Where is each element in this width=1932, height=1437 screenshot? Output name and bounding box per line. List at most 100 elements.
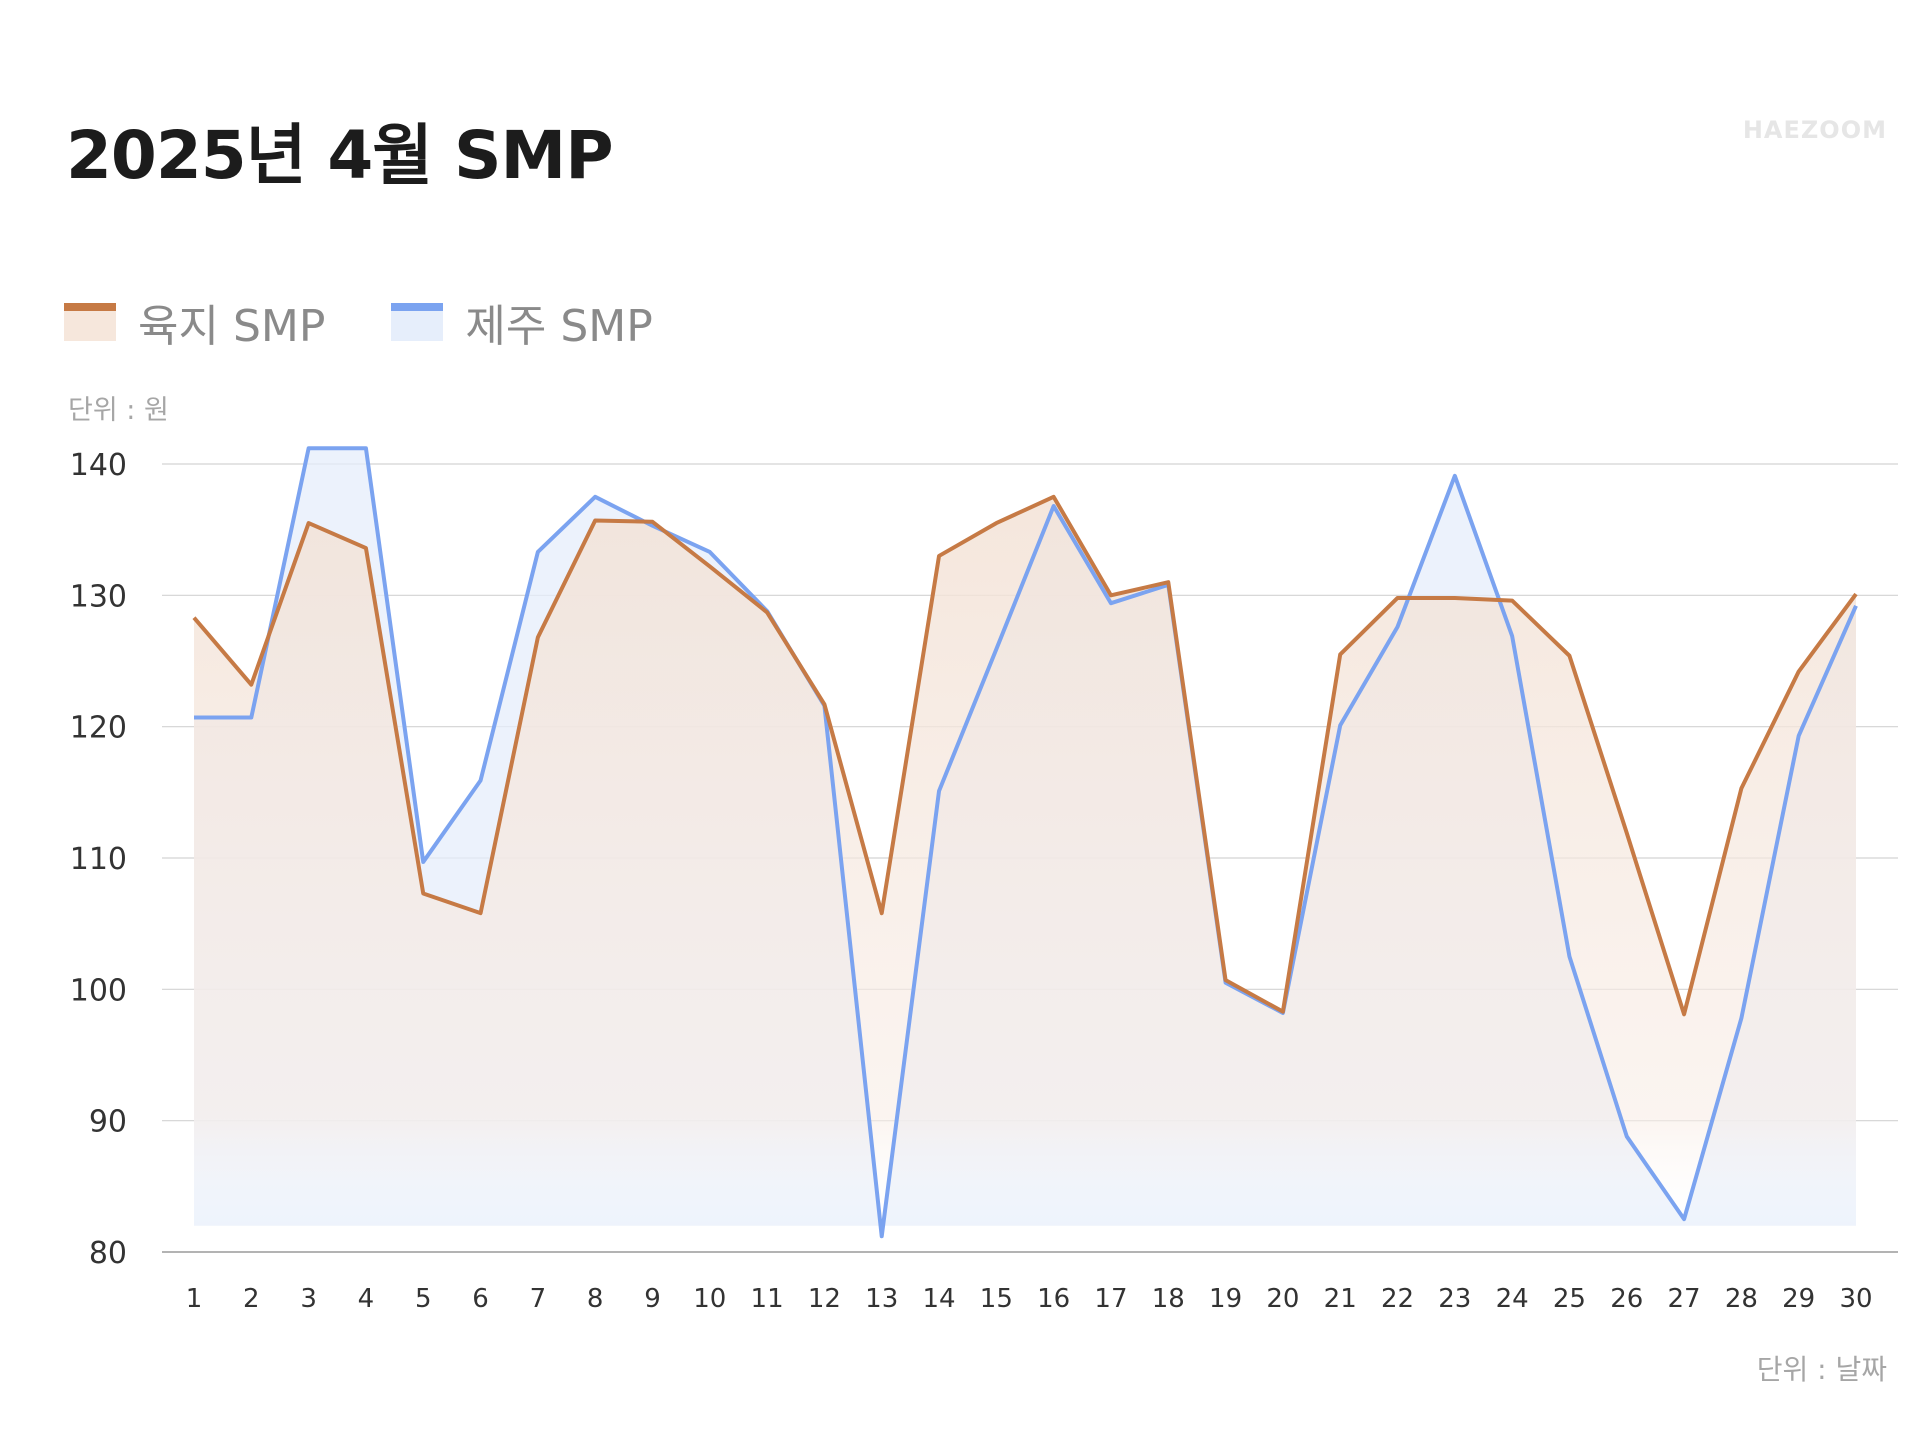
data-point-mainland[interactable]: [1793, 666, 1805, 678]
data-point-mainland[interactable]: [532, 631, 544, 643]
data-point-mainland[interactable]: [933, 550, 945, 562]
data-point-jeju[interactable]: [1735, 1012, 1747, 1024]
x-tick-label: 23: [1438, 1284, 1471, 1314]
x-tick-label: 3: [300, 1284, 317, 1314]
x-tick-label: 29: [1782, 1284, 1815, 1314]
data-point-mainland[interactable]: [1334, 648, 1346, 660]
x-tick-label: 1: [186, 1284, 203, 1314]
y-tick-label: 100: [70, 973, 127, 1008]
data-point-jeju[interactable]: [475, 775, 487, 787]
legend-item-jeju[interactable]: 제주 SMP: [391, 290, 653, 354]
x-tick-label: 15: [980, 1284, 1013, 1314]
data-point-jeju[interactable]: [818, 700, 830, 712]
data-point-mainland[interactable]: [188, 612, 200, 624]
data-point-mainland[interactable]: [475, 907, 487, 919]
data-point-jeju[interactable]: [1105, 597, 1117, 609]
y-tick-label: 80: [89, 1236, 127, 1271]
data-point-jeju[interactable]: [704, 546, 716, 558]
data-point-jeju[interactable]: [1506, 630, 1518, 642]
data-point-jeju[interactable]: [1392, 621, 1404, 633]
data-point-jeju[interactable]: [417, 856, 429, 868]
data-point-jeju[interactable]: [532, 546, 544, 558]
y-tick-label: 90: [89, 1105, 127, 1140]
legend-label-mainland: 육지 SMP: [138, 301, 326, 352]
legend-label-jeju: 제주 SMP: [465, 301, 653, 352]
data-point-jeju[interactable]: [1678, 1213, 1690, 1225]
x-axis-ticks: 1 2 3 4 5 6 7 8 9 10 11 12 13 14 15 16 17 18 19 20 21 22 23 24 2…: [186, 1284, 1873, 1314]
x-tick-label: 16: [1037, 1284, 1070, 1314]
data-point-mainland[interactable]: [1735, 782, 1747, 794]
x-tick-label: 12: [808, 1284, 841, 1314]
y-axis-unit-label: 단위 : 원: [68, 395, 169, 426]
data-point-mainland[interactable]: [704, 560, 716, 572]
series-line-mainland: [192, 494, 1858, 1017]
data-point-jeju[interactable]: [1563, 951, 1575, 963]
x-tick-label: 22: [1381, 1284, 1414, 1314]
data-point-mainland[interactable]: [876, 907, 888, 919]
data-point-mainland[interactable]: [1449, 592, 1461, 604]
x-axis-unit-label: 단위 : 날짜: [1756, 1353, 1887, 1386]
y-tick-label: 110: [70, 842, 127, 877]
data-point-jeju[interactable]: [1449, 470, 1461, 482]
x-tick-label: 13: [865, 1284, 898, 1314]
data-point-jeju[interactable]: [188, 711, 200, 723]
x-tick-label: 10: [693, 1284, 726, 1314]
data-point-mainland[interactable]: [589, 514, 601, 526]
x-tick-label: 20: [1266, 1284, 1299, 1314]
mainland-area-fill: [194, 496, 1856, 1226]
data-point-jeju[interactable]: [360, 442, 372, 454]
data-point-jeju[interactable]: [1277, 1007, 1289, 1019]
data-point-mainland[interactable]: [245, 679, 257, 691]
x-tick-label: 17: [1094, 1284, 1127, 1314]
x-tick-label: 28: [1725, 1284, 1758, 1314]
x-tick-label: 4: [358, 1284, 375, 1314]
legend-swatch-mainland: [64, 303, 116, 341]
data-point-jeju[interactable]: [303, 442, 315, 454]
data-point-mainland[interactable]: [360, 542, 372, 554]
data-point-mainland[interactable]: [303, 517, 315, 529]
x-tick-label: 24: [1496, 1284, 1529, 1314]
chart-title: 2025년 4월 SMP: [66, 117, 614, 194]
legend-swatch-jeju: [391, 303, 444, 341]
data-point-jeju[interactable]: [589, 491, 601, 503]
data-point-mainland[interactable]: [990, 517, 1002, 529]
data-point-mainland[interactable]: [1563, 650, 1575, 662]
series-line-jeju: [194, 446, 1858, 1239]
data-point-jeju[interactable]: [1621, 1130, 1633, 1142]
y-axis-ticks: 80 90 100 110 120 130 140: [70, 448, 127, 1271]
x-tick-label: 27: [1668, 1284, 1701, 1314]
x-tick-label: 14: [922, 1284, 955, 1314]
data-point-jeju[interactable]: [1162, 579, 1174, 591]
x-tick-label: 18: [1152, 1284, 1185, 1314]
data-point-jeju[interactable]: [646, 520, 658, 532]
data-point-jeju[interactable]: [990, 643, 1002, 655]
x-tick-label: 6: [472, 1284, 489, 1314]
data-point-jeju[interactable]: [761, 605, 773, 617]
data-point-mainland[interactable]: [417, 887, 429, 899]
data-point-mainland[interactable]: [1850, 588, 1862, 600]
data-point-jeju[interactable]: [1850, 600, 1862, 612]
data-point-mainland[interactable]: [1678, 1008, 1690, 1020]
data-point-jeju[interactable]: [1334, 719, 1346, 731]
x-tick-label: 9: [644, 1284, 661, 1314]
x-tick-label: 30: [1839, 1284, 1872, 1314]
data-point-jeju[interactable]: [245, 711, 257, 723]
data-point-jeju[interactable]: [1048, 500, 1060, 512]
data-point-mainland[interactable]: [1506, 595, 1518, 607]
data-point-jeju[interactable]: [933, 785, 945, 797]
legend-item-mainland[interactable]: 육지 SMP: [64, 290, 325, 354]
chart-legend: 육지 SMP 제주 SMP: [64, 290, 719, 354]
y-tick-label: 140: [70, 448, 127, 483]
y-tick-label: 120: [70, 711, 127, 746]
data-point-mainland[interactable]: [1392, 592, 1404, 604]
x-tick-label: 2: [243, 1284, 260, 1314]
x-tick-label: 26: [1610, 1284, 1643, 1314]
data-point-mainland[interactable]: [1621, 827, 1633, 839]
x-tick-label: 5: [415, 1284, 432, 1314]
data-point-jeju[interactable]: [1793, 730, 1805, 742]
brand-logo: HAEZOOM: [1742, 116, 1887, 144]
data-point-jeju[interactable]: [876, 1230, 888, 1242]
x-tick-label: 11: [751, 1284, 784, 1314]
data-point-jeju[interactable]: [1220, 977, 1232, 989]
